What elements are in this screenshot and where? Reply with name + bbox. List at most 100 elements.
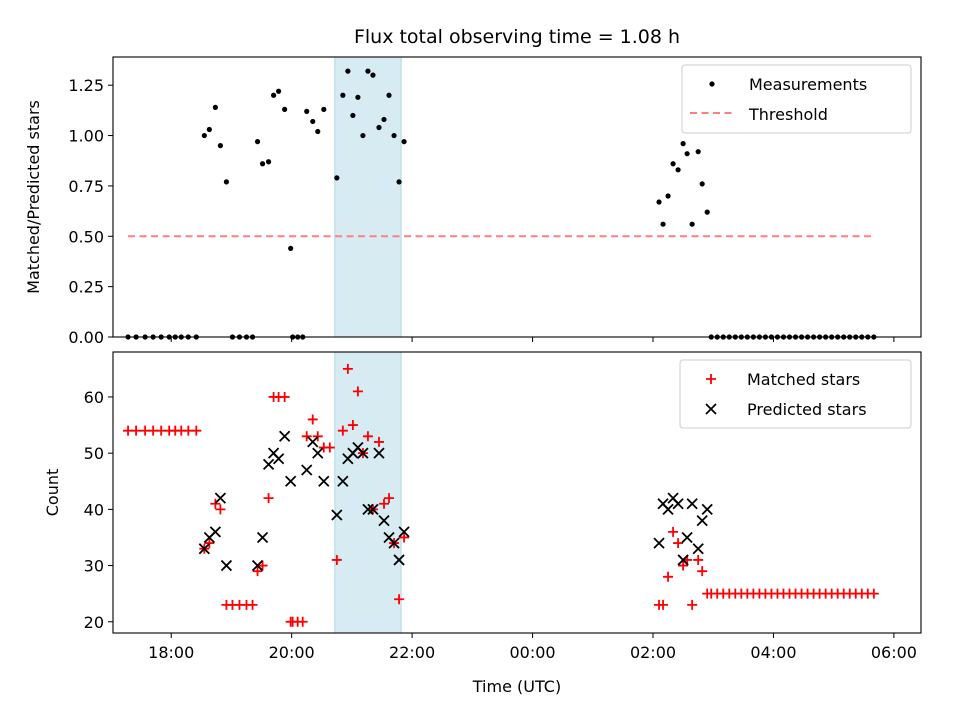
measurement-point <box>350 112 356 119</box>
top-x-ticks <box>170 337 895 342</box>
measurement-point <box>259 161 266 167</box>
measurement-point <box>391 132 397 139</box>
matched-star-point <box>678 560 689 571</box>
measurement-point <box>689 221 695 227</box>
matched-star-point <box>252 566 263 577</box>
measurement-point <box>680 141 686 147</box>
matched-star-point <box>247 599 258 610</box>
predicted-star-point <box>307 436 319 448</box>
y-tick-label: 0.50 <box>68 227 104 246</box>
measurement-point <box>670 161 676 167</box>
matched-star-point <box>693 554 704 565</box>
x-axis-label: Time (UTC) <box>472 677 561 696</box>
measurement-point <box>660 221 666 227</box>
legend-frame <box>679 359 912 429</box>
measurement-point <box>675 167 681 173</box>
predicted-star-point <box>285 475 297 487</box>
measurement-point <box>304 108 310 114</box>
x-tick-label: 20:00 <box>269 643 315 662</box>
matched-star-point <box>384 493 395 504</box>
measurement-point <box>386 92 392 98</box>
legend-marker-measurements <box>709 81 715 87</box>
matched-star-point <box>324 442 335 453</box>
measurement-point <box>370 72 376 78</box>
legend-label-matched: Matched stars <box>747 370 860 389</box>
measurement-point <box>396 179 402 185</box>
predicted-star-point <box>256 531 269 544</box>
x-tick-label: 02:00 <box>630 643 676 662</box>
matched-star-point <box>131 425 142 436</box>
predicted-star-point <box>357 447 369 459</box>
bottom-legend: Matched stars Predicted stars <box>679 359 912 429</box>
top-y-axis-label: Matched/Predicted stars <box>24 100 43 294</box>
bottom-panel: 20 30 40 50 60 18:00 20:00 22:00 00:00 02:00 04:0… <box>43 351 922 696</box>
predicted-star-point <box>367 503 379 515</box>
matched-star-point <box>337 425 348 436</box>
predicted-star-point <box>373 447 385 459</box>
predicted-star-point <box>653 537 665 549</box>
y-tick-label: 0.00 <box>68 328 104 347</box>
predicted-star-point <box>378 514 390 527</box>
x-tick-label: 04:00 <box>750 643 796 662</box>
measurement-point <box>315 128 321 135</box>
predicted-star-point <box>393 554 405 566</box>
measurement-point <box>201 132 207 139</box>
measurement-point <box>699 181 705 187</box>
matched-star-point <box>331 554 342 565</box>
matched-star-point <box>352 386 363 397</box>
bottom-y-ticks: 20 30 40 50 60 <box>84 388 113 632</box>
bottom-x-ticks: 18:00 20:00 22:00 00:00 02:00 04:00 06:00 <box>148 633 917 662</box>
top-panel: 0.00 0.25 0.50 0.75 1.00 1.25 Flux total obse… <box>24 26 922 347</box>
matched-star-point <box>673 538 684 549</box>
matched-star-point <box>257 560 268 571</box>
predicted-star-point <box>251 559 264 572</box>
predicted-star-point <box>662 503 674 515</box>
predicted-star-point <box>681 531 693 544</box>
predicted-star-point <box>272 453 285 465</box>
bottom-plot-frame <box>112 351 922 634</box>
measurement-point <box>381 116 387 123</box>
measurement-point <box>217 143 223 149</box>
legend-label-predicted: Predicted stars <box>747 400 867 419</box>
y-tick-label: 20 <box>84 613 104 632</box>
matched-star-point <box>658 599 669 610</box>
measurement-point <box>665 193 671 199</box>
measurement-point <box>334 175 340 181</box>
measurement-point <box>684 151 690 157</box>
matched-star-point <box>297 616 308 627</box>
predicted-star-point <box>198 543 210 555</box>
predicted-star-point <box>362 503 374 515</box>
legend-marker-matched <box>706 374 716 384</box>
matched-star-point <box>373 436 384 447</box>
measurement-point <box>340 92 346 98</box>
legend-label-measurements: Measurements <box>749 75 867 94</box>
x-tick-label: 18:00 <box>148 643 194 662</box>
measurement-point <box>321 106 327 112</box>
y-tick-label: 0.75 <box>68 177 104 196</box>
predicted-star-point <box>312 447 324 459</box>
measurement-point <box>276 88 282 94</box>
matched-star-point <box>263 493 274 504</box>
bottom-y-axis-label: Count <box>43 469 62 517</box>
matched-star-point <box>394 594 405 605</box>
predicted-star-point <box>331 509 343 521</box>
predicted-star-point <box>214 492 227 504</box>
measurement-point <box>401 139 407 145</box>
predicted-star-point <box>692 543 704 555</box>
top-legend: Measurements Threshold <box>681 64 912 134</box>
matched-star-point <box>399 532 410 543</box>
observing-window-shade <box>334 351 402 634</box>
predicted-star-point <box>398 526 410 538</box>
measurement-point <box>656 199 662 205</box>
matched-star-point <box>215 504 226 515</box>
predicted-star-point <box>209 526 222 538</box>
x-tick-label: 00:00 <box>510 643 556 662</box>
observing-window-shade <box>334 56 402 338</box>
measurement-point <box>270 92 277 98</box>
predicted-star-point <box>337 475 349 487</box>
x-tick-label: 06:00 <box>871 643 917 662</box>
matched-star-point <box>379 498 390 509</box>
measurement-point <box>265 159 272 165</box>
y-tick-label: 50 <box>84 444 104 463</box>
